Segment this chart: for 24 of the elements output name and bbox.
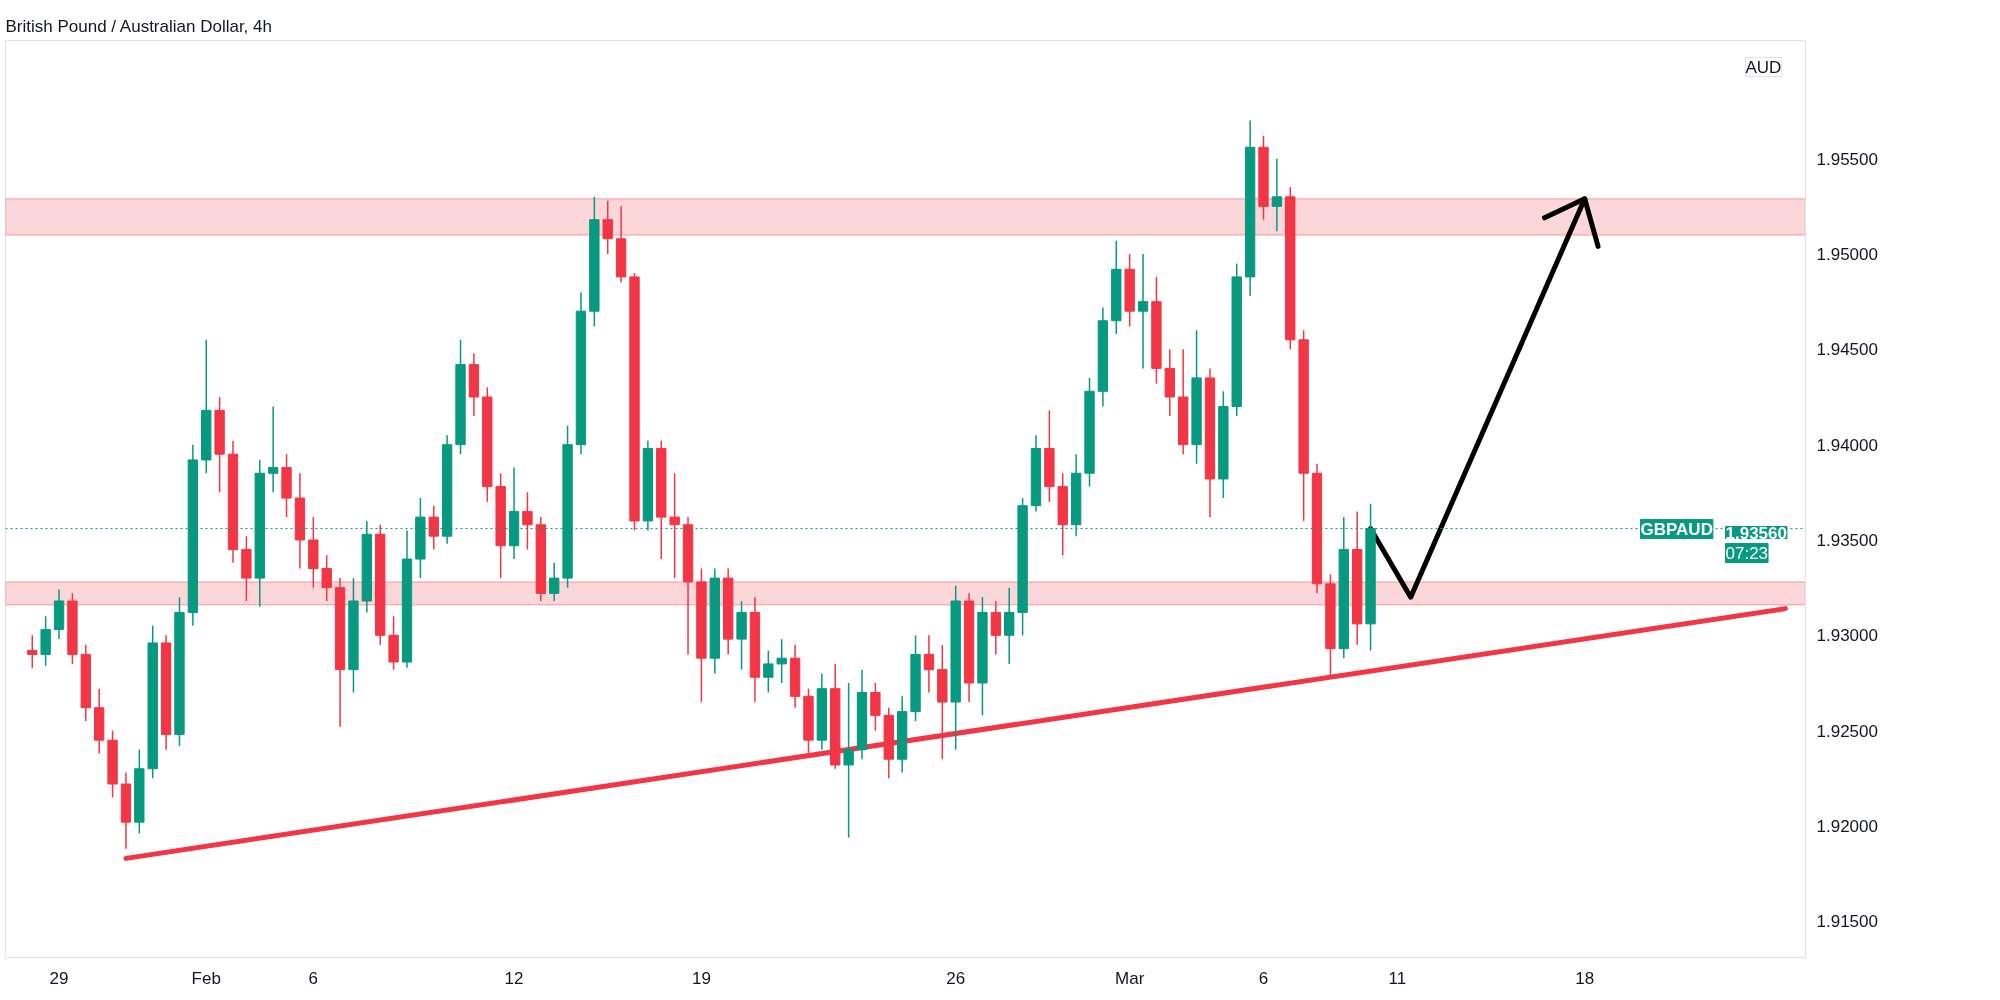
- y-tick-label: 1.95000: [1816, 245, 1878, 265]
- y-tick-label: 1.92000: [1816, 816, 1878, 836]
- y-tick-label: 1.93000: [1816, 626, 1878, 646]
- ref-line-label: 1.93560: [1725, 523, 1787, 543]
- x-tick-label: 11: [1388, 968, 1407, 988]
- annotation: GBPAUD: [1640, 519, 1713, 539]
- x-tick-label: 18: [1575, 968, 1595, 988]
- x-tick-label: Mar: [1115, 968, 1145, 988]
- y-tick-label: 1.94000: [1816, 435, 1878, 455]
- y-tick-label: 1.93500: [1816, 530, 1878, 550]
- y-tick-label: 1.94500: [1816, 340, 1878, 360]
- x-tick-label: 29: [49, 968, 69, 988]
- x-tick-label: 19: [691, 968, 711, 988]
- annotation: 07:23: [1725, 543, 1769, 563]
- y-tick-label: 1.95500: [1816, 149, 1878, 169]
- x-tick-label: 26: [946, 968, 966, 988]
- annotation: AUD: [1745, 57, 1782, 77]
- x-tick-label: 12: [504, 968, 524, 988]
- chart-title: British Pound / Australian Dollar, 4h: [5, 16, 272, 36]
- x-tick-label: 6: [308, 968, 319, 988]
- x-tick-label: 6: [1258, 968, 1269, 988]
- y-tick-label: 1.91500: [1816, 912, 1878, 932]
- y-tick-label: 1.92500: [1816, 721, 1878, 741]
- x-tick-label: Feb: [191, 968, 221, 988]
